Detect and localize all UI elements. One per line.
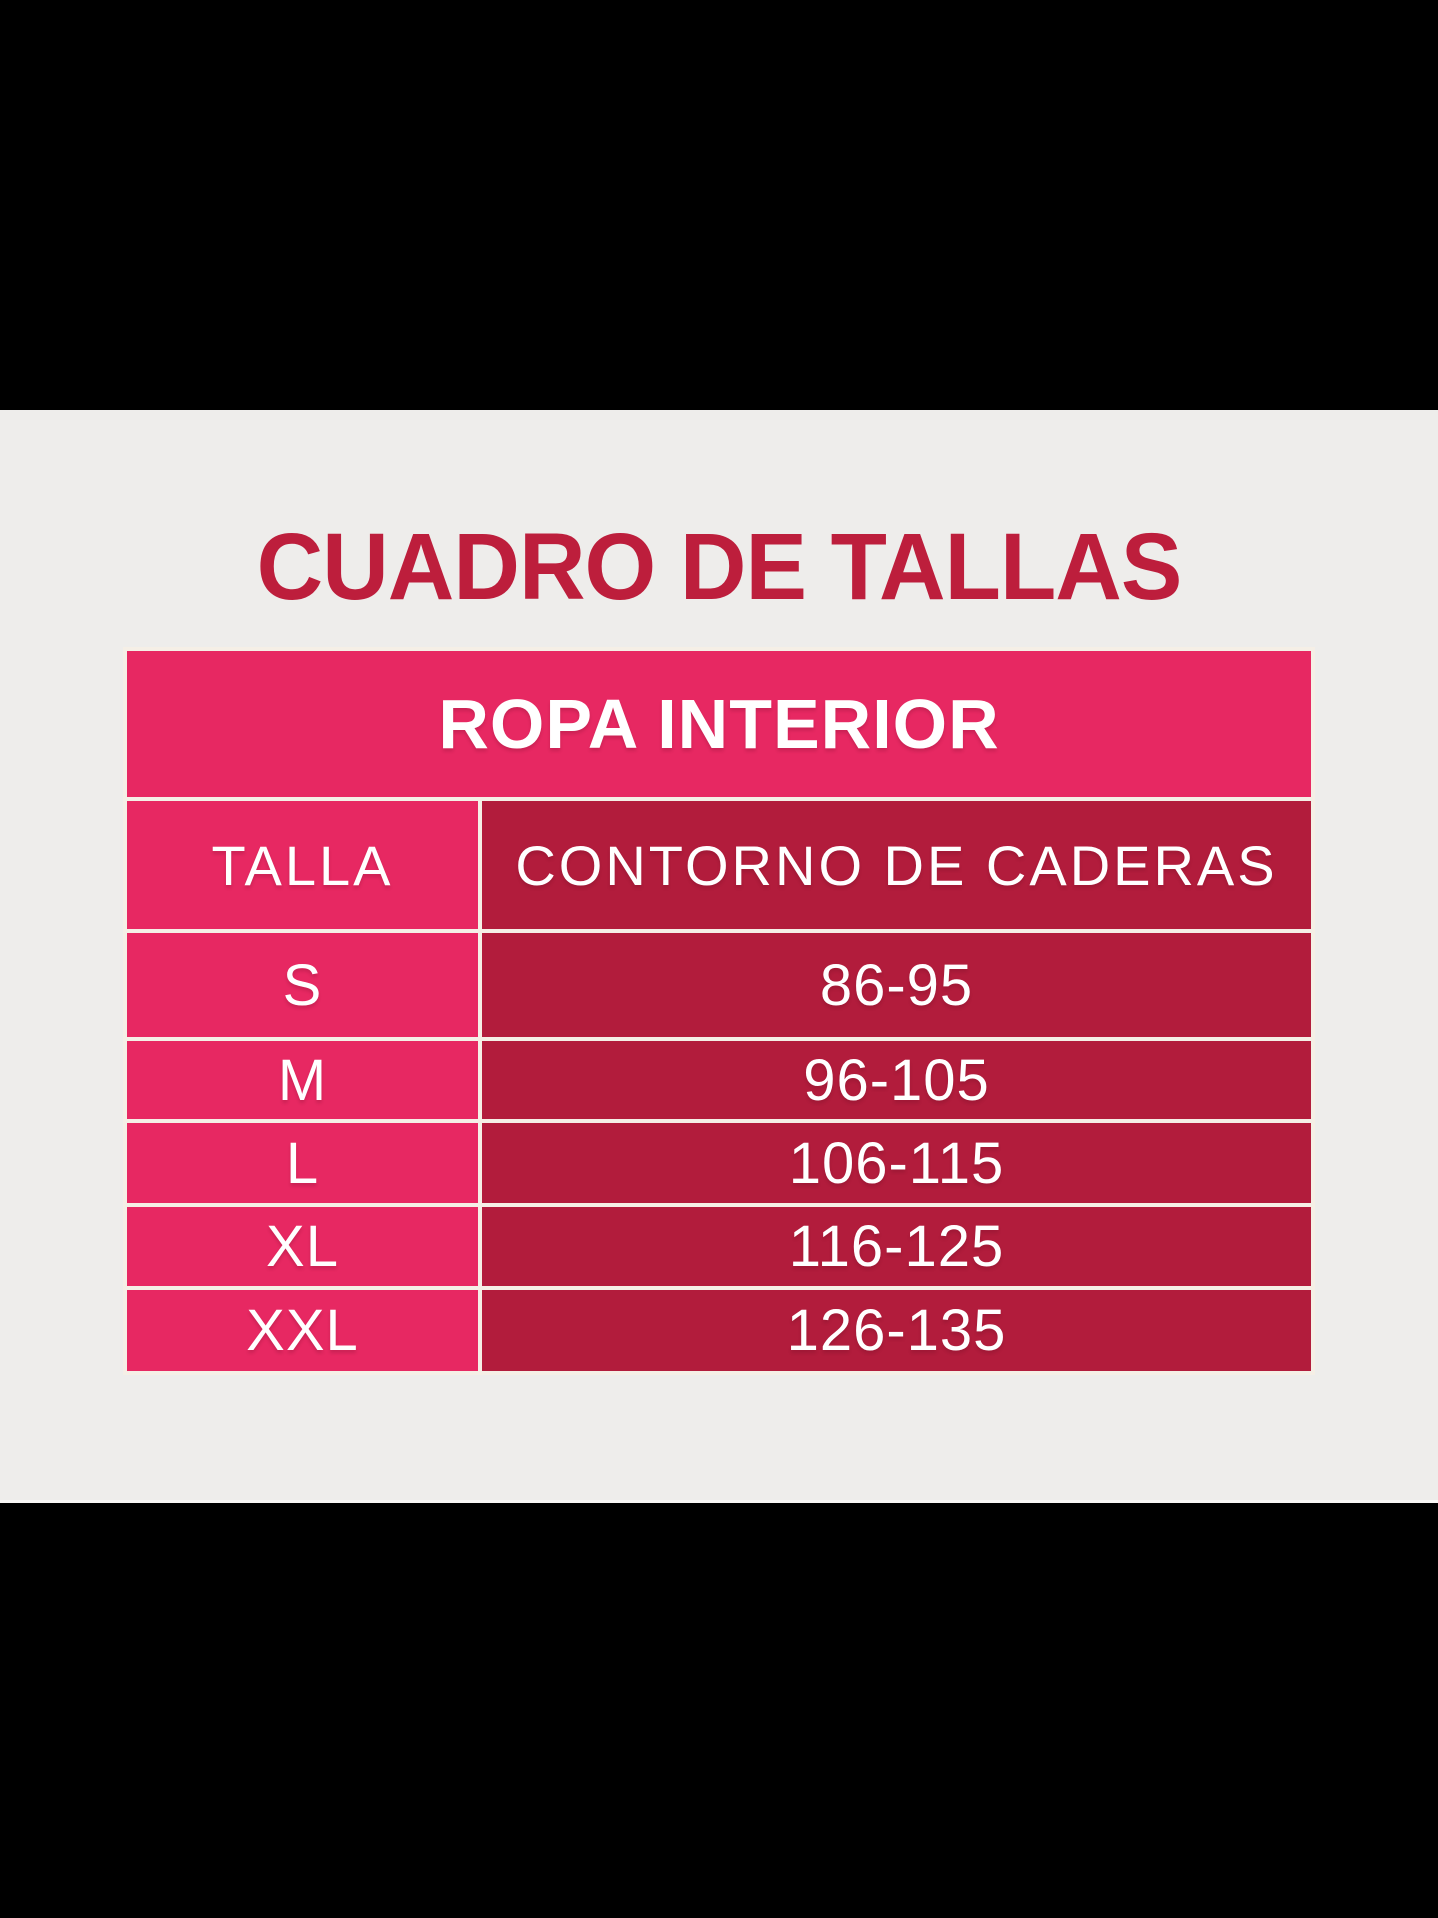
- range-cell-xxl: 126-135: [482, 1290, 1311, 1371]
- size-cell-xxl: XXL: [127, 1290, 478, 1371]
- range-cell-s: 86-95: [482, 933, 1311, 1037]
- size-cell-xl: XL: [127, 1207, 478, 1286]
- page-title: CUADRO DE TALLAS: [256, 514, 1183, 620]
- range-cell-l: 106-115: [482, 1123, 1311, 1203]
- size-cell-l: L: [127, 1123, 478, 1203]
- size-chart-panel: CUADRO DE TALLAS ROPA INTERIOR TALLA CON…: [0, 410, 1438, 1503]
- size-table: ROPA INTERIOR TALLA CONTORNO DE CADERAS …: [123, 647, 1315, 1375]
- top-black-bar: [0, 0, 1438, 410]
- size-cell-s: S: [127, 933, 478, 1037]
- range-cell-xl: 116-125: [482, 1207, 1311, 1286]
- range-cell-m: 96-105: [482, 1041, 1311, 1119]
- column-header-talla: TALLA: [127, 801, 478, 929]
- size-cell-m: M: [127, 1041, 478, 1119]
- bottom-black-bar: [0, 1503, 1438, 1918]
- column-header-contorno: CONTORNO DE CADERAS: [482, 801, 1311, 929]
- table-category-header: ROPA INTERIOR: [127, 651, 1311, 797]
